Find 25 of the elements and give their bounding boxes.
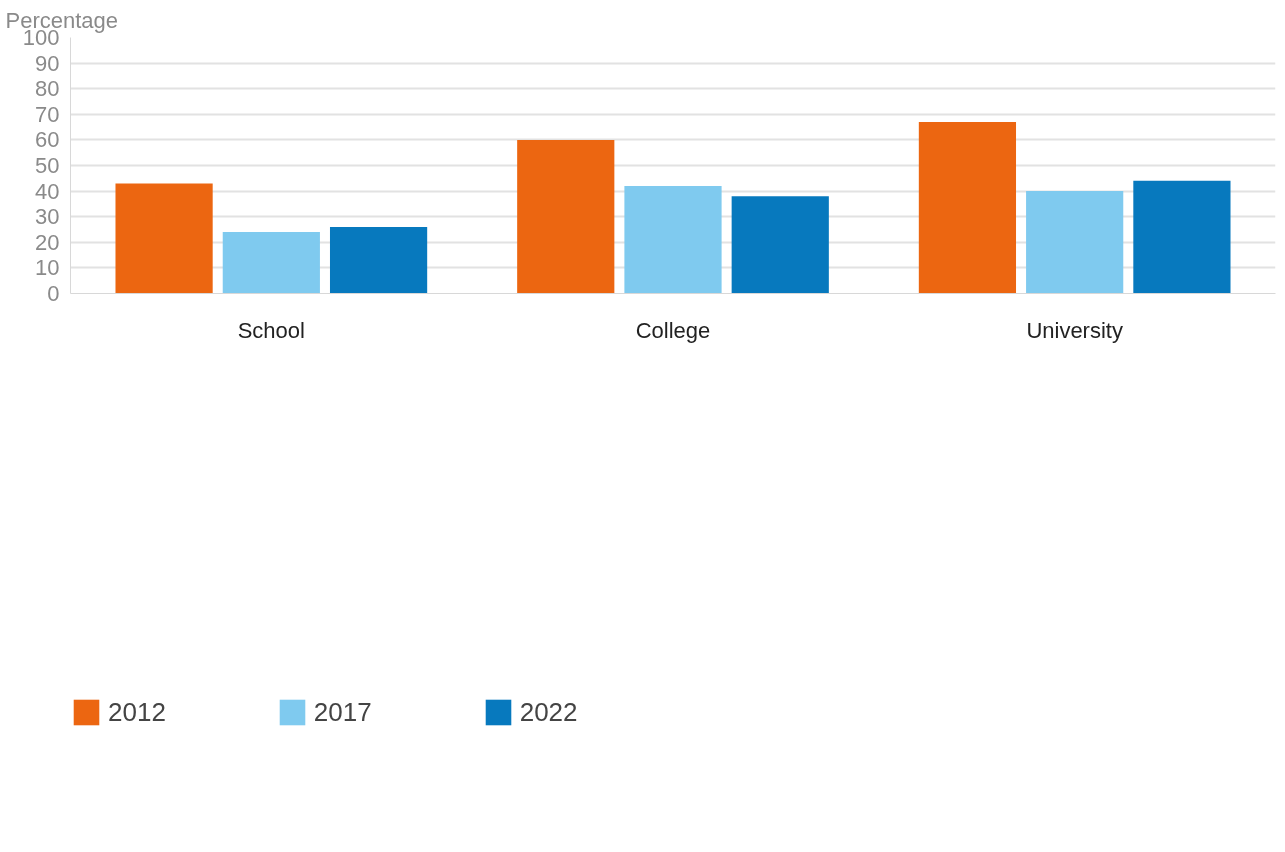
bar — [624, 185, 722, 294]
y-tick-label: 10 — [35, 255, 60, 281]
y-tick-label: 80 — [35, 76, 60, 102]
x-tick-label: University — [1026, 317, 1123, 343]
bar — [731, 196, 829, 294]
legend-label: 2012 — [108, 696, 166, 728]
y-tick-label: 20 — [35, 229, 60, 255]
bar — [918, 121, 1017, 294]
y-tick-label: 50 — [35, 153, 60, 178]
bar — [517, 139, 615, 294]
y-tick-label: 90 — [35, 50, 60, 76]
bar — [1026, 191, 1124, 294]
bar — [1133, 180, 1231, 294]
bar — [115, 183, 213, 294]
y-tick-label: 60 — [35, 127, 60, 153]
x-tick-label: College — [635, 317, 711, 343]
bar — [329, 226, 428, 294]
y-tick-label: 0 — [47, 281, 60, 306]
legend-label: 2017 — [313, 696, 372, 728]
y-tick-label: 30 — [35, 204, 60, 230]
y-tick-label: 40 — [35, 178, 60, 204]
bar — [222, 232, 320, 294]
x-tick-label: School — [237, 317, 305, 343]
legend-label: 2022 — [519, 696, 578, 728]
y-tick-label: 70 — [35, 101, 60, 127]
